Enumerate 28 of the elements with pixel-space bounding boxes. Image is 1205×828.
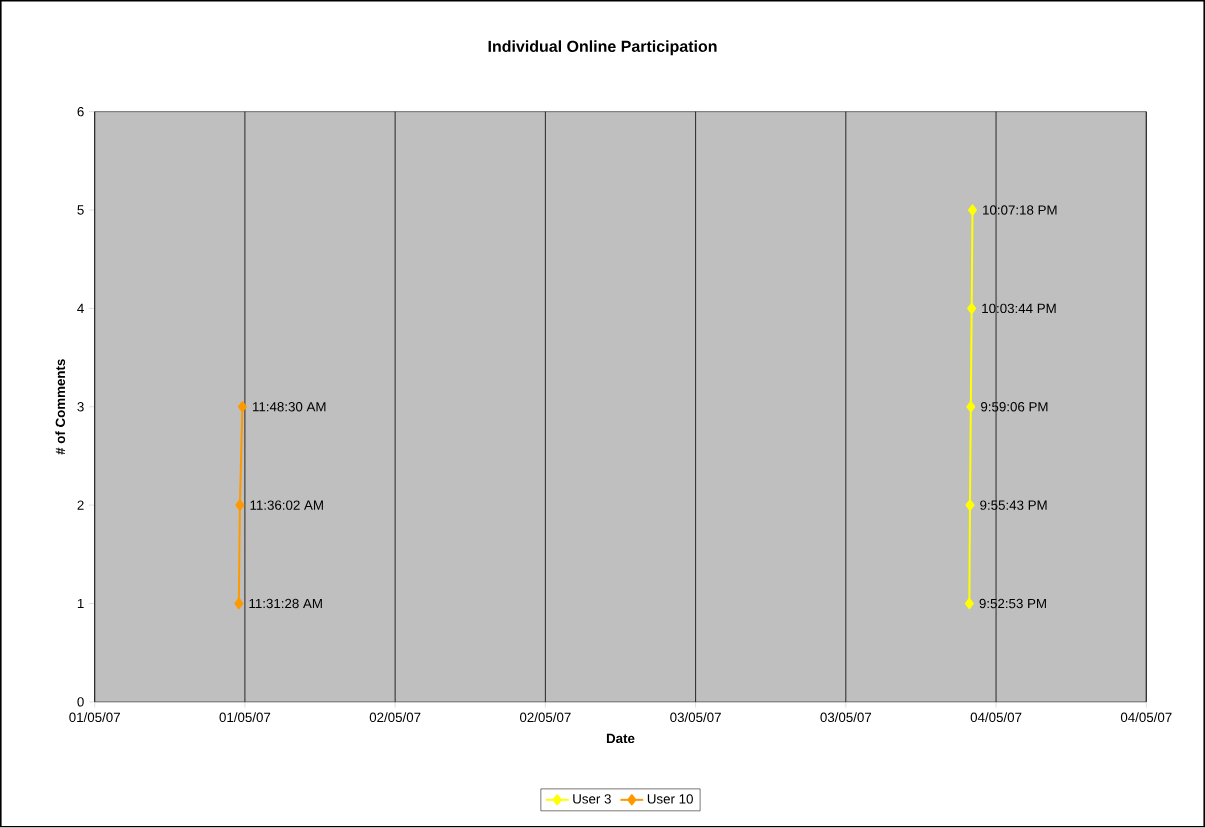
x-tick-label: 03/05/07 [670, 712, 721, 723]
x-tick-label: 03/05/07 [820, 712, 872, 723]
y-tick-label: 6 [77, 107, 84, 117]
annotation: 11:31:28 AM [249, 599, 322, 609]
y-tick-label: 1 [77, 599, 84, 609]
x-tick-label: 01/05/07 [69, 712, 120, 723]
y-tick-label: 3 [77, 402, 84, 412]
y-tick-label: 5 [77, 205, 84, 215]
chart-title: Individual Online Participation [488, 40, 717, 56]
x-tick-label: 02/05/07 [369, 712, 421, 723]
annotation: 9:55:43 PM [980, 500, 1047, 511]
x-tick-label: 01/05/07 [219, 712, 271, 723]
y-tick-label: 0 [77, 697, 84, 707]
annotation: 10:07:18 PM [983, 205, 1057, 215]
annotation: 9:52:53 PM [979, 599, 1046, 609]
y-tick-label: 2 [77, 500, 84, 511]
annotation: 11:48:30 AM [253, 402, 326, 412]
y-tick-label: 4 [77, 304, 84, 314]
legend-label: User 10 [647, 794, 693, 804]
annotation: 10:03:44 PM [982, 303, 1056, 314]
annotation: 9:59:06 PM [981, 402, 1048, 412]
x-axis-title: Date [606, 734, 635, 744]
x-tick-label: 04/05/07 [970, 712, 1022, 723]
legend-label: User 3 [573, 794, 611, 804]
x-tick-label: 04/05/07 [1120, 712, 1172, 723]
x-tick-label: 02/05/07 [519, 712, 571, 723]
annotation: 11:36:02 AM [250, 500, 323, 511]
y-axis-title: # of Comments [55, 359, 66, 455]
